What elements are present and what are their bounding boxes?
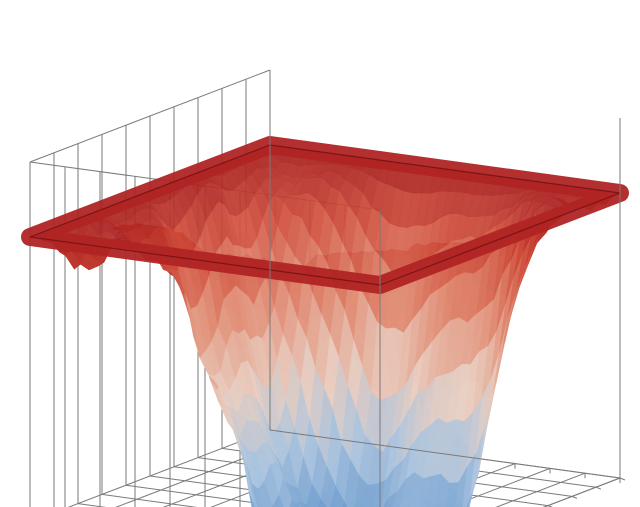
- surface-plot-svg: [0, 0, 640, 507]
- surface-plot-3d: [0, 0, 640, 507]
